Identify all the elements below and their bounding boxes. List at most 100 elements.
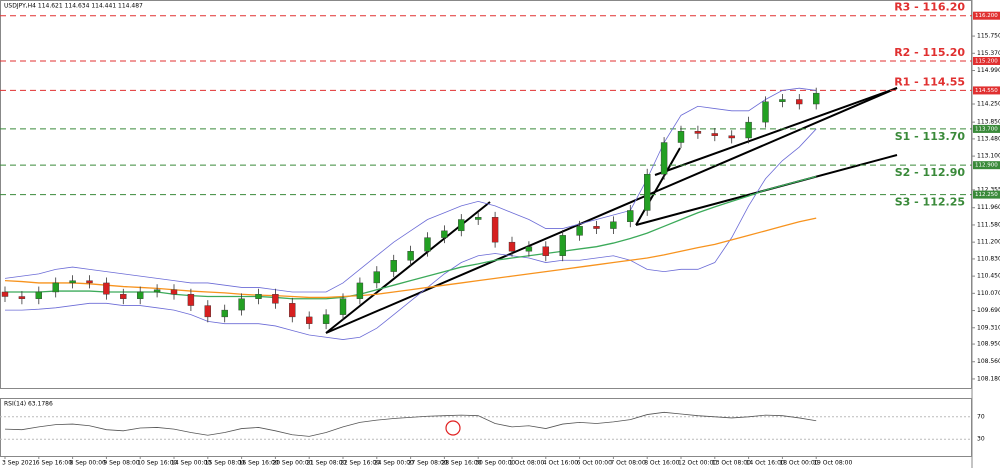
y-tick-label: 115.750 bbox=[977, 33, 1000, 40]
level-tag-bg bbox=[973, 124, 1000, 133]
candle-body bbox=[221, 309, 228, 318]
candle-body bbox=[813, 92, 820, 105]
candle-body bbox=[525, 246, 533, 252]
x-tick-label: 15 Sep 08:00 bbox=[205, 460, 245, 467]
level-label: S3 - 112.25 bbox=[895, 196, 965, 209]
x-tick-label: 16 Sep 16:00 bbox=[239, 460, 279, 467]
level-label: S1 - 113.70 bbox=[895, 130, 966, 143]
x-tick-label: 30 Sep 00:00 bbox=[475, 460, 515, 467]
y-tick-label: 110.830 bbox=[977, 255, 1000, 262]
level-tag: 113.700 bbox=[975, 126, 998, 132]
candle-body bbox=[475, 217, 482, 220]
level-label: S2 - 112.90 bbox=[895, 166, 966, 179]
y-tick-label: 114.250 bbox=[977, 101, 1000, 108]
candle-body bbox=[762, 101, 769, 123]
level-tag-bg bbox=[973, 161, 1000, 170]
candle-body bbox=[52, 282, 59, 293]
level-tag-bg bbox=[973, 11, 1000, 20]
candle-body bbox=[491, 217, 499, 243]
trend-line bbox=[325, 201, 491, 334]
candle-body bbox=[120, 294, 127, 299]
trend-lines bbox=[325, 87, 898, 334]
candle-body bbox=[728, 135, 735, 139]
candle-body bbox=[373, 271, 380, 284]
indicator-tick-label: 30 bbox=[977, 436, 985, 443]
trend-line bbox=[654, 87, 898, 176]
indicator-tick-label: 70 bbox=[977, 413, 985, 420]
level-tag: 112.250 bbox=[975, 192, 998, 198]
candle-body bbox=[660, 142, 668, 175]
x-tick-label: 9 Sep 08:00 bbox=[103, 460, 139, 467]
highlight-circle bbox=[445, 420, 461, 436]
trend-line bbox=[635, 147, 681, 226]
candle-body bbox=[69, 280, 76, 284]
level-tag-bg bbox=[973, 56, 1000, 65]
candle-body bbox=[18, 296, 26, 299]
indicator-line bbox=[4, 411, 817, 437]
y-tick-label: 108.180 bbox=[977, 375, 1000, 382]
level-tag: 114.550 bbox=[975, 88, 998, 94]
candle-body bbox=[255, 294, 262, 299]
level-label: R1 - 114.55 bbox=[894, 75, 965, 88]
candle-body bbox=[593, 226, 600, 229]
x-tick-label: 12 Oct 00:00 bbox=[678, 460, 717, 467]
level-label: R2 - 115.20 bbox=[894, 46, 965, 59]
y-tick-label: 109.690 bbox=[977, 307, 1000, 314]
candle-body bbox=[694, 130, 702, 134]
x-tick-label: 22 Sep 16:00 bbox=[340, 460, 380, 467]
candle-body bbox=[204, 305, 212, 318]
y-tick-label: 111.960 bbox=[977, 204, 1000, 211]
indicator-label: RSI(14) 63.1786 bbox=[4, 401, 53, 408]
candle-body bbox=[289, 303, 296, 318]
x-tick-label: 19 Oct 08:00 bbox=[813, 460, 852, 467]
y-tick-label: 114.990 bbox=[977, 67, 1000, 74]
level-label: R3 - 116.20 bbox=[894, 1, 965, 14]
candle-body bbox=[322, 314, 330, 324]
x-tick-label: 20 Sep 00:00 bbox=[272, 460, 312, 467]
candle-body bbox=[306, 316, 313, 324]
y-tick-label: 109.310 bbox=[977, 324, 1000, 331]
candle-body bbox=[441, 230, 448, 238]
candle-body bbox=[153, 289, 161, 293]
candle-body bbox=[407, 251, 414, 261]
level-tag: 116.200 bbox=[975, 13, 998, 19]
x-tick-label: 18 Oct 00:00 bbox=[779, 460, 818, 467]
candle-body bbox=[272, 294, 279, 304]
overlay-line bbox=[4, 87, 817, 293]
y-tick-label: 111.580 bbox=[977, 221, 1000, 228]
candle-body bbox=[508, 241, 516, 252]
x-tick-label: 10 Sep 16:00 bbox=[137, 460, 177, 467]
x-tick-label: 1 Oct 08:00 bbox=[509, 460, 544, 467]
candle-body bbox=[238, 298, 245, 311]
overlay-line bbox=[5, 128, 817, 340]
y-tick-label: 108.950 bbox=[977, 341, 1000, 348]
candle-body bbox=[187, 294, 195, 306]
candle-body bbox=[35, 291, 42, 299]
trend-line bbox=[325, 87, 898, 334]
candle-body bbox=[424, 237, 431, 252]
candle-body bbox=[711, 133, 718, 136]
candle-body bbox=[103, 282, 110, 295]
candle-body bbox=[796, 99, 803, 105]
y-tick-label: 112.355 bbox=[977, 186, 1000, 193]
candle-body bbox=[627, 210, 634, 222]
y-tick-label: 115.370 bbox=[977, 50, 1000, 57]
x-tick-label: 8 Oct 16:00 bbox=[644, 460, 679, 467]
candle-body bbox=[644, 174, 651, 211]
candle-body bbox=[136, 291, 144, 299]
candle-body bbox=[677, 130, 685, 143]
x-tick-label: 6 Oct 00:00 bbox=[577, 460, 612, 467]
candle-body bbox=[356, 282, 364, 299]
x-tick-label: 7 Oct 08:00 bbox=[610, 460, 645, 467]
chart-title: USDJPY,H4 114.621 114.634 114.441 114.48… bbox=[4, 3, 143, 10]
x-tick-label: 3 Sep 2021 bbox=[2, 460, 36, 467]
x-tick-label: 24 Sep 00:00 bbox=[374, 460, 414, 467]
y-tick-label: 113.480 bbox=[977, 135, 1000, 142]
candle-body bbox=[610, 221, 617, 229]
candle-body bbox=[576, 226, 583, 236]
y-tick-label: 108.560 bbox=[977, 358, 1000, 365]
candle-body bbox=[1, 291, 9, 297]
y-tick-label: 113.100 bbox=[977, 153, 1000, 160]
x-tick-label: 6 Sep 16:00 bbox=[36, 460, 72, 467]
